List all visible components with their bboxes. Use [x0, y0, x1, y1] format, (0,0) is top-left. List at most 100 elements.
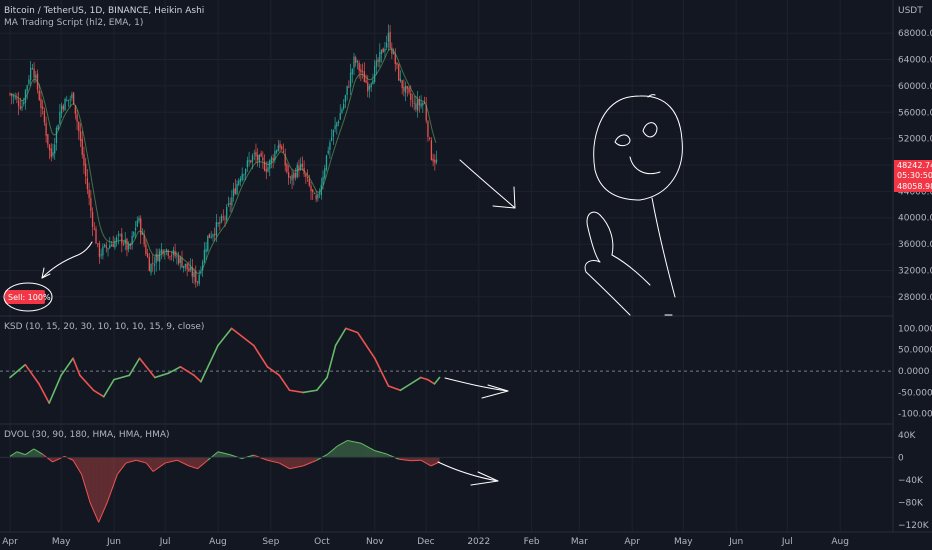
candle-body — [217, 223, 219, 225]
ksd-segment — [200, 344, 219, 383]
dvol-area — [217, 451, 230, 458]
candle-body — [16, 98, 18, 100]
low-price-label: 48058.98 — [897, 182, 932, 191]
dvol-area — [81, 457, 91, 503]
candle-body — [148, 257, 150, 272]
ksd-segment — [217, 327, 233, 347]
candle-body — [205, 248, 207, 252]
candle-body — [143, 234, 145, 245]
candle-body — [289, 176, 292, 178]
candle-body — [239, 178, 242, 182]
ksd-axis[interactable]: 100.0000 50.0000 0.0000 -50.0000 -100.0000 — [898, 324, 932, 419]
candle-body — [222, 216, 224, 218]
candle-body — [279, 143, 281, 148]
candle-body — [105, 245, 107, 248]
smiley-arm — [611, 254, 651, 286]
candle-body — [391, 47, 393, 54]
candle-body — [62, 105, 64, 110]
candle-body — [40, 98, 42, 109]
candle-body — [379, 52, 381, 63]
smiley-eye-left — [614, 134, 631, 147]
ksd-title: KSD (10, 15, 20, 30, 10, 10, 10, 15, 9, … — [4, 322, 204, 332]
time-tick-label: Oct — [314, 537, 330, 547]
candle-body — [246, 160, 249, 168]
candle-body — [341, 109, 343, 113]
candle-body — [110, 244, 113, 247]
candle-body — [71, 94, 73, 99]
dvol-segment — [106, 474, 118, 503]
candle-body — [45, 122, 47, 136]
ksd-segment — [128, 357, 141, 377]
ksd-segment — [399, 383, 412, 392]
dvol-segment — [9, 451, 18, 457]
dvol-segment — [89, 502, 100, 523]
dvol-oscillator — [0, 439, 893, 523]
candle-body — [253, 153, 255, 154]
candle-body — [434, 159, 436, 164]
dvol-segment — [176, 459, 190, 467]
candle-body — [146, 253, 149, 258]
ksd-tick-label: 100.0000 — [898, 324, 932, 334]
dvol-axis[interactable]: 40K 0 −40K −80K −120K — [898, 431, 930, 531]
ksd-arrow — [444, 377, 509, 392]
smiley-mouth — [629, 156, 661, 175]
dvol-area — [347, 440, 362, 458]
candle-body — [313, 193, 316, 195]
sell-highlight-circle — [3, 282, 53, 312]
candle-body — [95, 228, 97, 244]
candle-body — [212, 234, 214, 237]
candle-body — [134, 228, 137, 231]
smiley-eye-right — [642, 122, 658, 138]
ksd-segment — [426, 378, 436, 385]
dvol-area — [98, 457, 108, 523]
currency-label[interactable]: USDT — [898, 6, 923, 16]
candle-body — [282, 151, 285, 153]
ksd-arrow-head — [481, 384, 509, 399]
candle-body — [408, 87, 410, 93]
candle-body — [315, 195, 317, 200]
candle-body — [241, 173, 243, 181]
dvol-area — [33, 448, 43, 458]
dvol-tick-label: −80K — [898, 499, 924, 509]
candle-body — [158, 251, 161, 262]
candle-body — [176, 255, 178, 257]
candle-body — [415, 103, 417, 110]
candle-body — [375, 60, 378, 67]
ksd-segment — [60, 357, 74, 377]
candle-body — [298, 165, 300, 171]
candle-body — [365, 80, 367, 83]
time-tick-label: Feb — [524, 537, 540, 547]
time-tick-label: May — [674, 537, 693, 547]
price-tick-label: 36000.00 — [898, 240, 932, 250]
candle-body — [59, 111, 61, 124]
candle-body — [272, 158, 274, 161]
candle-body — [236, 183, 238, 194]
dvol-arrow — [437, 461, 499, 482]
candle-body — [107, 248, 109, 250]
candle-body — [248, 160, 250, 162]
candle-body — [346, 85, 348, 95]
time-tick-label: Mar — [571, 537, 588, 547]
dvol-segment — [217, 451, 231, 456]
candle-body — [55, 128, 58, 143]
dvol-segment — [386, 453, 399, 460]
time-axis[interactable]: Apr May Jun Jul Aug Sep Oct Nov Dec 2022 Feb Mar Apr… — [2, 537, 849, 547]
dvol-segment — [279, 462, 290, 470]
candle-body — [48, 144, 51, 151]
candle-body — [171, 255, 173, 257]
dvol-segment — [303, 459, 318, 467]
candle-body — [389, 31, 391, 48]
dvol-area — [117, 457, 126, 475]
time-tick-label: Sep — [262, 537, 279, 547]
candle-body — [232, 189, 235, 197]
candle-body — [79, 131, 82, 141]
candle-body — [83, 153, 85, 166]
candle-body — [244, 168, 247, 175]
dvol-area — [16, 451, 26, 458]
candle-body — [200, 271, 202, 273]
smiley-face — [593, 95, 683, 201]
dvol-segment — [145, 462, 154, 472]
dvol-area — [267, 457, 280, 464]
